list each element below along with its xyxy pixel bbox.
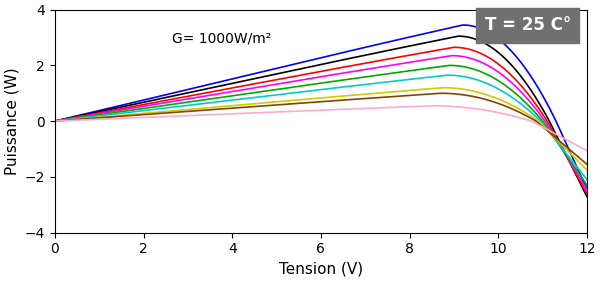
Text: G= 1000W/m²: G= 1000W/m² [172,32,271,46]
X-axis label: Tension (V): Tension (V) [279,262,363,277]
Y-axis label: Puissance (W): Puissance (W) [4,67,19,175]
Text: T = 25 C°: T = 25 C° [485,16,571,34]
